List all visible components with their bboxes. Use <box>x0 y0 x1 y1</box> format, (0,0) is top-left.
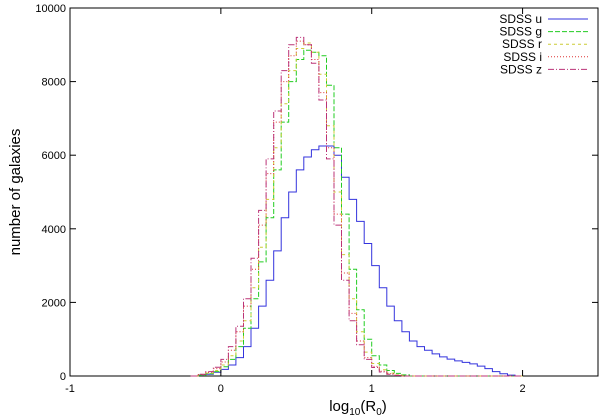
legend-label: SDSS r <box>502 37 542 51</box>
y-axis-label: number of galaxies <box>7 129 24 256</box>
legend-label: SDSS z <box>500 62 542 76</box>
series-layer <box>190 36 523 377</box>
y-tick-label: 4000 <box>42 224 66 236</box>
x-tick-label: 1 <box>369 383 375 395</box>
legend-label: SDSS g <box>499 25 542 39</box>
series-line-1 <box>190 145 523 377</box>
plot-frame <box>69 7 599 377</box>
series-line-5 <box>190 36 523 377</box>
x-tick-label: 2 <box>520 383 526 395</box>
y-tick-label: 8000 <box>42 77 66 89</box>
x-axis-label: log10(R0) <box>329 398 387 417</box>
x-tick-label: -1 <box>65 383 75 395</box>
x-tick-label: 0 <box>218 383 224 395</box>
y-tick-label: 0 <box>60 371 66 383</box>
y-tick-label: 10000 <box>35 3 66 15</box>
legend-label: SDSS u <box>499 12 542 26</box>
y-tick-label: 6000 <box>42 150 66 162</box>
legend-label: SDSS i <box>503 50 542 64</box>
y-tick-label: 2000 <box>42 297 66 309</box>
